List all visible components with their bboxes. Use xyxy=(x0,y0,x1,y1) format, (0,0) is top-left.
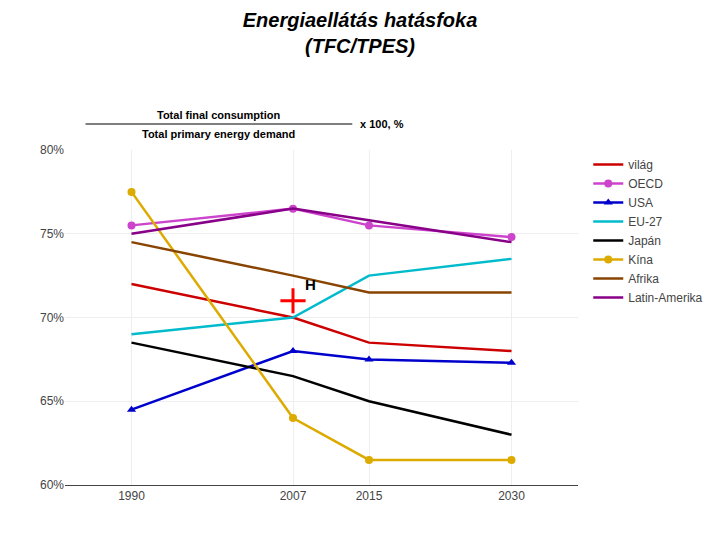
svg-text:OECD: OECD xyxy=(628,177,663,191)
svg-text:x 100, %: x 100, % xyxy=(360,118,404,130)
svg-text:világ: világ xyxy=(628,158,653,172)
svg-text:Kína: Kína xyxy=(628,253,653,267)
svg-text:EU-27: EU-27 xyxy=(628,215,662,229)
svg-text:2007: 2007 xyxy=(280,489,307,503)
svg-text:80%: 80% xyxy=(40,143,64,157)
svg-text:Energiaellátás hatásfoka(TFC/T: Energiaellátás hatásfoka(TFC/TPES) xyxy=(243,9,478,57)
svg-text:2015: 2015 xyxy=(356,489,383,503)
svg-text:Latin-Amerika: Latin-Amerika xyxy=(628,291,702,305)
svg-text:65%: 65% xyxy=(40,394,64,408)
svg-text:Afrika: Afrika xyxy=(628,272,659,286)
svg-text:60%: 60% xyxy=(40,478,64,492)
svg-text:Total final consumption: Total final consumption xyxy=(157,109,281,121)
svg-text:75%: 75% xyxy=(40,227,64,241)
svg-text:Japán: Japán xyxy=(628,234,661,248)
svg-text:USA: USA xyxy=(628,196,653,210)
svg-text:70%: 70% xyxy=(40,311,64,325)
svg-text:2030: 2030 xyxy=(498,489,525,503)
svg-text:1990: 1990 xyxy=(118,489,145,503)
svg-text:H: H xyxy=(305,276,316,293)
svg-text:Total primary energy demand: Total primary energy demand xyxy=(142,128,295,140)
